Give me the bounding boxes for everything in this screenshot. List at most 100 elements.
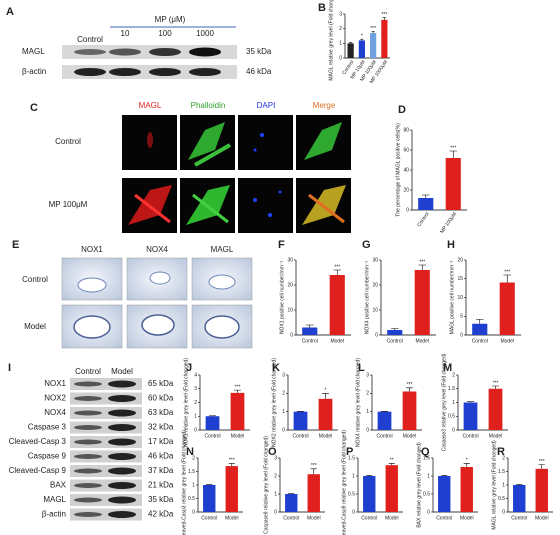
blot-band <box>74 497 102 503</box>
bar <box>225 466 238 512</box>
bar <box>381 19 388 58</box>
row-label: Control <box>22 275 48 284</box>
panel-label: B <box>318 2 326 14</box>
error-bar <box>406 387 413 392</box>
y-axis-label: Cleaved-Casp3 relative grey level (Fold … <box>181 430 187 535</box>
y-tick-label: 1.5 <box>348 455 355 461</box>
error-bar <box>492 385 499 389</box>
y-tick-label: 10 <box>372 307 378 313</box>
size-label: 42 kDa <box>148 510 174 519</box>
y-tick-label: 2 <box>339 26 342 32</box>
y-tick-label: 5 <box>460 314 463 320</box>
significance-label: * <box>466 458 468 464</box>
y-tick-label: 10 <box>287 307 293 313</box>
y-tick-label: 1 <box>192 482 195 488</box>
y-tick-label: 1 <box>339 41 342 47</box>
x-tick-label: Control <box>361 515 377 521</box>
x-tick-label: Model <box>319 433 333 439</box>
y-tick-label: 2 <box>502 455 505 461</box>
y-tick-label: 2 <box>282 391 285 397</box>
row-label: NOX1 <box>44 379 66 388</box>
y-tick-label: 0 <box>290 332 293 338</box>
error-bar <box>228 463 235 467</box>
x-tick-label: Model <box>489 433 503 439</box>
blot-band <box>74 425 102 430</box>
error-bar <box>441 474 448 476</box>
bar <box>307 474 320 512</box>
size-label: 37 kDa <box>148 466 174 475</box>
size-label: 35 kDa <box>148 495 174 504</box>
column-label: 1000 <box>196 29 214 38</box>
error-bar <box>390 328 399 330</box>
panel-label: N <box>186 446 194 458</box>
y-tick-label: 1.5 <box>423 455 430 461</box>
size-label: 63 kDa <box>148 408 174 417</box>
y-axis-label: NOX2 relative grey level (Fold changed) <box>271 358 277 447</box>
bar <box>438 476 451 512</box>
y-tick-label: 1 <box>194 414 197 420</box>
row-label: MP 100μM <box>49 200 88 209</box>
y-tick-label: 0 <box>452 427 455 433</box>
row-label: β-actin <box>22 67 46 76</box>
row-label: β-actin <box>42 510 66 519</box>
blot-band <box>108 511 136 518</box>
y-tick-label: 60 <box>403 147 409 153</box>
y-tick-label: 0 <box>427 509 430 515</box>
blot-band <box>108 424 136 431</box>
y-axis-label: The percentage of MAGL positive cells(%) <box>395 123 401 217</box>
significance-label: *** <box>334 264 340 270</box>
blot-band <box>74 439 102 445</box>
error-bar <box>516 484 523 485</box>
y-tick-label: 1 <box>452 400 455 406</box>
y-tick-label: 3 <box>366 372 369 378</box>
bar <box>302 327 318 335</box>
bar <box>377 411 392 430</box>
column-label: Phalloidin <box>191 101 226 110</box>
panel-label: R <box>497 446 505 458</box>
x-tick-label: Model <box>385 515 399 521</box>
row-label: Caspase 3 <box>28 423 67 432</box>
y-tick-label: 2 <box>366 391 369 397</box>
blot-band <box>108 380 136 388</box>
bar <box>363 476 376 512</box>
blot-band <box>74 454 102 459</box>
row-label: MAGL <box>43 495 66 504</box>
size-label: 65 kDa <box>148 379 174 388</box>
y-tick-label: 30 <box>372 257 378 263</box>
blot-band <box>74 468 102 474</box>
row-label: MAGL <box>22 47 45 56</box>
x-tick-label: Model <box>415 338 429 344</box>
row-label: Cleaved-Casp 3 <box>9 437 67 446</box>
error-bar <box>310 468 317 475</box>
x-tick-label: Control <box>376 433 392 439</box>
error-bar <box>538 464 545 469</box>
significance-label: *** <box>493 380 499 386</box>
bar <box>230 392 245 430</box>
significance-label: *** <box>381 12 387 18</box>
bar <box>402 391 417 430</box>
y-axis-label: NOX4 relative grey level (Fold changed) <box>355 358 361 447</box>
row-label: Control <box>55 137 81 146</box>
y-tick-label: 20 <box>457 257 463 263</box>
x-tick-label: Control <box>204 433 220 439</box>
blot-band <box>108 438 136 446</box>
bar <box>414 270 430 335</box>
bar <box>387 330 403 335</box>
significance-label: *** <box>450 145 456 151</box>
blot-band <box>74 483 102 488</box>
y-tick-label: 3 <box>194 386 197 392</box>
column-label: Model <box>111 367 133 376</box>
y-tick-label: 0 <box>192 509 195 515</box>
y-tick-label: 0.5 <box>188 496 195 502</box>
y-tick-label: 1 <box>352 473 355 479</box>
bar <box>535 468 548 512</box>
error-bar <box>371 31 375 34</box>
bar <box>472 323 488 335</box>
y-axis-label: NOX1 positive cell number/mm⁻² <box>279 261 285 335</box>
significance-label: ** <box>390 458 394 464</box>
blot-a <box>62 26 237 79</box>
error-bar <box>333 269 342 275</box>
bar <box>418 198 434 210</box>
significance-label: * <box>325 388 327 394</box>
x-tick-label: Control <box>436 515 452 521</box>
